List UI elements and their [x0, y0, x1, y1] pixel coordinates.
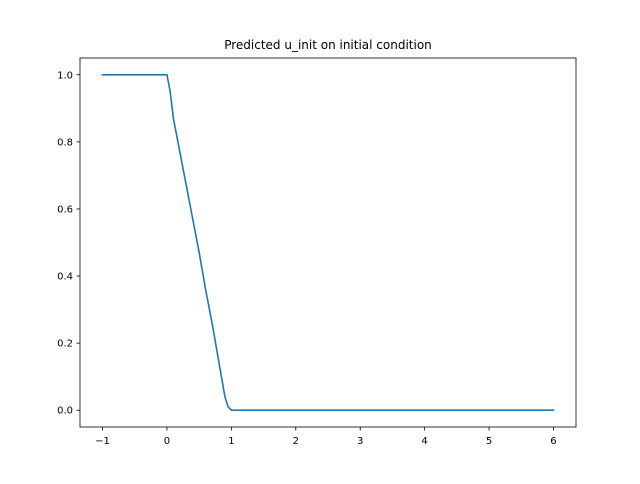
axes-frame	[79, 57, 577, 428]
x-tick-label: 2	[293, 436, 299, 447]
chart-title: Predicted u_init on initial condition	[224, 38, 432, 52]
y-tick-label: 0.0	[57, 406, 73, 417]
x-tick-label: −1	[95, 436, 110, 447]
y-tick-label: 0.2	[57, 339, 73, 350]
y-tick-label: 0.6	[57, 204, 73, 215]
x-tick-label: 5	[486, 436, 492, 447]
x-tick-label: 3	[357, 436, 363, 447]
series-line-1	[101, 73, 555, 412]
x-tick-label: 6	[550, 436, 556, 447]
x-tick-label: 0	[164, 436, 170, 447]
plot-area	[101, 73, 555, 412]
y-tick-label: 1.0	[57, 70, 73, 81]
y-axis: 0.0 0.2 0.4 0.6 0.8 1.0	[57, 70, 80, 417]
x-axis: −1 0 1 2 3 4 5 6	[95, 427, 557, 447]
y-tick-label: 0.8	[57, 137, 73, 148]
x-tick-label: 4	[421, 436, 427, 447]
x-tick-label: 1	[228, 436, 234, 447]
y-tick-label: 0.4	[57, 272, 73, 283]
